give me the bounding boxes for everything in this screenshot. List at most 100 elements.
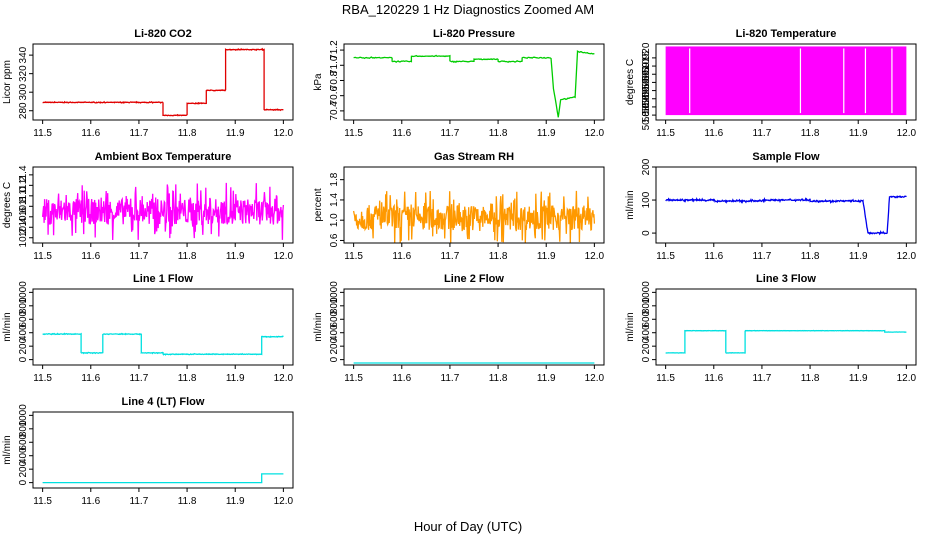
y-tick-label: 1000 [329, 281, 340, 304]
x-tick-label: 11.5 [33, 128, 52, 139]
x-tick-label: 12.0 [274, 128, 294, 139]
x-tick-label: 11.6 [81, 251, 100, 262]
x-tick-label: 11.7 [441, 373, 460, 384]
x-axis-label: Hour of Day (UTC) [414, 519, 522, 534]
x-tick-label: 11.6 [392, 251, 411, 262]
panel-title: Line 3 Flow [756, 273, 816, 285]
panel-title: Ambient Box Temperature [95, 151, 232, 163]
y-axis-label: ml/min [625, 190, 636, 219]
plot-frame [343, 288, 605, 366]
y-tick-label: 50.900 [641, 75, 652, 106]
y-tick-label: 11.0 [18, 186, 29, 205]
y-tick-label: 800 [18, 420, 29, 437]
x-tick-label: 11.8 [489, 373, 508, 384]
y-tick-label: 70.4 [329, 101, 340, 121]
y-tick-label: 71.0 [329, 55, 340, 75]
x-tick-label: 11.5 [656, 128, 675, 139]
y-axis-label: percent [313, 188, 324, 222]
y-tick-label: 10.6 [18, 207, 29, 227]
y-tick-label: 1000 [641, 281, 652, 304]
panel-4: Ambient Box Temperature degrees C 11.5 11.6… [2, 151, 294, 262]
panel-10: Line 4 (LT) Flow ml/min 11.5 11.6 11.7 11.8 11… [2, 396, 294, 507]
x-tick-label: 11.7 [441, 128, 460, 139]
x-tick-label: 11.7 [130, 496, 149, 507]
y-tick-label: 1.0 [329, 213, 340, 227]
y-axis-label: ml/min [2, 435, 13, 464]
y-tick-label: 50.890 [641, 91, 652, 122]
panel-title: Li-820 CO2 [134, 28, 191, 40]
x-tick-label: 11.7 [130, 373, 149, 384]
x-tick-label: 11.8 [801, 128, 820, 139]
x-tick-label: 11.6 [704, 128, 723, 139]
x-tick-label: 11.8 [801, 251, 820, 262]
y-tick-label: 200 [641, 158, 652, 175]
y-tick-label: 10.2 [18, 228, 29, 248]
y-axis-label: Licor ppm [2, 60, 13, 104]
x-tick-label: 11.5 [33, 496, 52, 507]
x-tick-label: 11.7 [441, 251, 460, 262]
x-tick-label: 11.6 [392, 128, 411, 139]
x-tick-label: 11.5 [344, 128, 363, 139]
x-tick-label: 11.8 [801, 373, 820, 384]
plot-frame [32, 166, 294, 244]
y-tick-label: 1000 [18, 404, 29, 427]
series-line [665, 329, 907, 354]
series-line [42, 47, 284, 117]
y-tick-label: 70.6 [329, 86, 340, 106]
y-tick-label: 0 [18, 356, 29, 362]
x-tick-label: 11.7 [753, 373, 772, 384]
x-tick-label: 11.9 [537, 373, 556, 384]
y-axis-label: degrees C [2, 182, 13, 228]
x-tick-label: 11.8 [178, 496, 197, 507]
panel-title: Sample Flow [752, 151, 820, 163]
y-axis-label: ml/min [2, 312, 13, 341]
x-tick-label: 12.0 [274, 496, 294, 507]
y-tick-label: 600 [329, 310, 340, 327]
x-tick-label: 11.7 [130, 128, 149, 139]
y-tick-label: 1000 [18, 281, 29, 304]
plot-frame [32, 411, 294, 489]
x-tick-label: 12.0 [274, 373, 294, 384]
y-tick-label: 0 [18, 479, 29, 485]
panel-8: Line 2 Flow ml/min 11.5 11.6 11.7 11.8 11.9 12.… [313, 273, 605, 384]
y-tick-label: 300 [18, 83, 29, 100]
x-tick-label: 12.0 [897, 128, 917, 139]
panel-title: Line 1 Flow [133, 273, 193, 285]
x-tick-label: 11.6 [81, 496, 100, 507]
x-tick-label: 11.9 [226, 373, 245, 384]
y-tick-label: 600 [641, 310, 652, 327]
y-tick-label: 1.8 [329, 172, 340, 186]
y-tick-label: 11.2 [18, 176, 29, 195]
x-tick-label: 11.9 [537, 251, 556, 262]
x-tick-label: 11.5 [344, 373, 363, 384]
y-tick-label: 50.895 [641, 83, 652, 114]
panel-2: Li-820 Pressure kPa 11.5 11.6 11.7 11.8 11.9 12… [313, 28, 605, 139]
y-tick-label: 0 [641, 356, 652, 362]
x-tick-label: 11.9 [226, 251, 245, 262]
series-line [41, 182, 285, 241]
y-axis-label: degrees C [625, 59, 636, 105]
panel-title: Li-820 Temperature [736, 28, 837, 40]
panel-5: Gas Stream RH percent 11.5 11.6 11.7 11.8 11.9… [313, 151, 605, 262]
series-line [42, 332, 284, 356]
y-tick-label: 200 [18, 460, 29, 477]
plot-frame [32, 288, 294, 366]
panel-1: Li-820 CO2 Licor ppm 11.5 11.6 11.7 11.8 11.9 1… [2, 28, 294, 139]
y-tick-label: 0 [641, 230, 652, 236]
panel-3: Li-820 Temperature degrees C 11.5 11.6 11.7 1… [625, 28, 917, 139]
y-tick-label: 340 [18, 46, 29, 63]
y-tick-label: 70.8 [329, 70, 340, 90]
panel-6: Sample Flow ml/min 11.5 11.6 11.7 11.8 11.9 12.… [625, 151, 917, 262]
x-tick-label: 12.0 [585, 373, 605, 384]
panel-title: Li-820 Pressure [433, 28, 515, 40]
y-tick-label: 600 [18, 433, 29, 450]
x-tick-label: 12.0 [897, 251, 917, 262]
x-tick-label: 11.9 [226, 496, 245, 507]
y-tick-label: 200 [18, 337, 29, 354]
x-tick-label: 11.7 [753, 251, 772, 262]
x-tick-label: 11.7 [130, 251, 149, 262]
x-tick-label: 11.5 [33, 373, 52, 384]
x-tick-label: 11.9 [849, 128, 868, 139]
x-tick-label: 11.5 [656, 373, 675, 384]
